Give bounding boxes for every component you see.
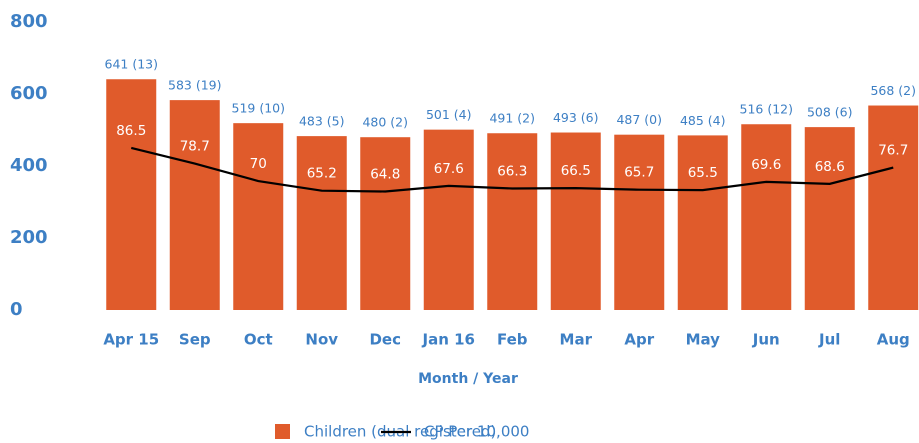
line-label: 66.5 xyxy=(561,163,591,179)
line-label: 78.7 xyxy=(180,139,210,155)
y-tick-label: 200 xyxy=(10,227,48,248)
x-tick-label: Nov xyxy=(305,331,338,349)
x-tick-label: Jun xyxy=(752,331,780,349)
x-tick-label: Feb xyxy=(497,331,528,349)
bar xyxy=(868,105,919,311)
bar-label: 491 (2) xyxy=(489,111,535,126)
line-label: 76.7 xyxy=(878,143,908,159)
y-tick-label: 800 xyxy=(10,11,48,32)
legend-swatch xyxy=(275,424,290,439)
x-tick-label: May xyxy=(686,331,721,349)
x-tick-label: Dec xyxy=(369,331,401,349)
bar xyxy=(423,129,474,310)
x-tick-label: Oct xyxy=(244,331,273,349)
x-tick-label: Mar xyxy=(560,331,593,349)
x-tick-label: Jan 16 xyxy=(422,331,475,349)
x-axis-title: Month / Year xyxy=(418,371,518,387)
line-label: 67.6 xyxy=(434,161,464,177)
bar-label: 483 (5) xyxy=(299,114,345,129)
bar xyxy=(169,100,220,311)
bar xyxy=(550,132,601,310)
line-label: 64.8 xyxy=(370,167,400,183)
line-label: 65.5 xyxy=(688,165,718,181)
bar xyxy=(106,79,157,311)
bar xyxy=(741,124,792,311)
legend-label: CP Per 10,000 xyxy=(424,423,529,441)
x-tick-label: Jul xyxy=(818,331,840,349)
bar-label: 519 (10) xyxy=(232,101,286,116)
line-label: 65.7 xyxy=(624,165,654,181)
y-tick-label: 600 xyxy=(10,83,48,104)
bar-label: 485 (4) xyxy=(680,113,726,128)
x-tick-label: Apr xyxy=(624,331,654,349)
bar-label: 516 (12) xyxy=(740,102,794,117)
y-tick-label: 0 xyxy=(10,299,23,320)
line-label: 86.5 xyxy=(116,123,146,139)
bar xyxy=(233,123,284,310)
bar xyxy=(296,136,347,310)
line xyxy=(130,146,894,193)
bar-label: 480 (2) xyxy=(362,115,408,130)
bar-label: 493 (6) xyxy=(553,110,599,125)
line-label: 69.6 xyxy=(751,157,781,173)
x-tick-label: Apr 15 xyxy=(103,331,159,349)
bar xyxy=(360,137,411,310)
line-label: 68.6 xyxy=(815,159,845,175)
bar-label: 501 (4) xyxy=(426,107,472,122)
line-label: 66.3 xyxy=(497,163,527,179)
x-tick-label: Sep xyxy=(179,331,211,349)
bar xyxy=(487,133,538,310)
bar-label: 568 (2) xyxy=(870,83,916,98)
line-label: 70 xyxy=(250,156,267,172)
bar xyxy=(677,135,728,310)
bar-label: 583 (19) xyxy=(168,78,222,93)
line-label: 65.2 xyxy=(307,166,337,182)
bar xyxy=(804,127,855,311)
bar-label: 487 (0) xyxy=(616,112,662,127)
bar-label: 508 (6) xyxy=(807,105,853,120)
x-tick-label: Aug xyxy=(877,331,910,349)
bar xyxy=(614,134,665,310)
bar-label: 641 (13) xyxy=(105,57,159,72)
y-tick-label: 400 xyxy=(10,155,48,176)
